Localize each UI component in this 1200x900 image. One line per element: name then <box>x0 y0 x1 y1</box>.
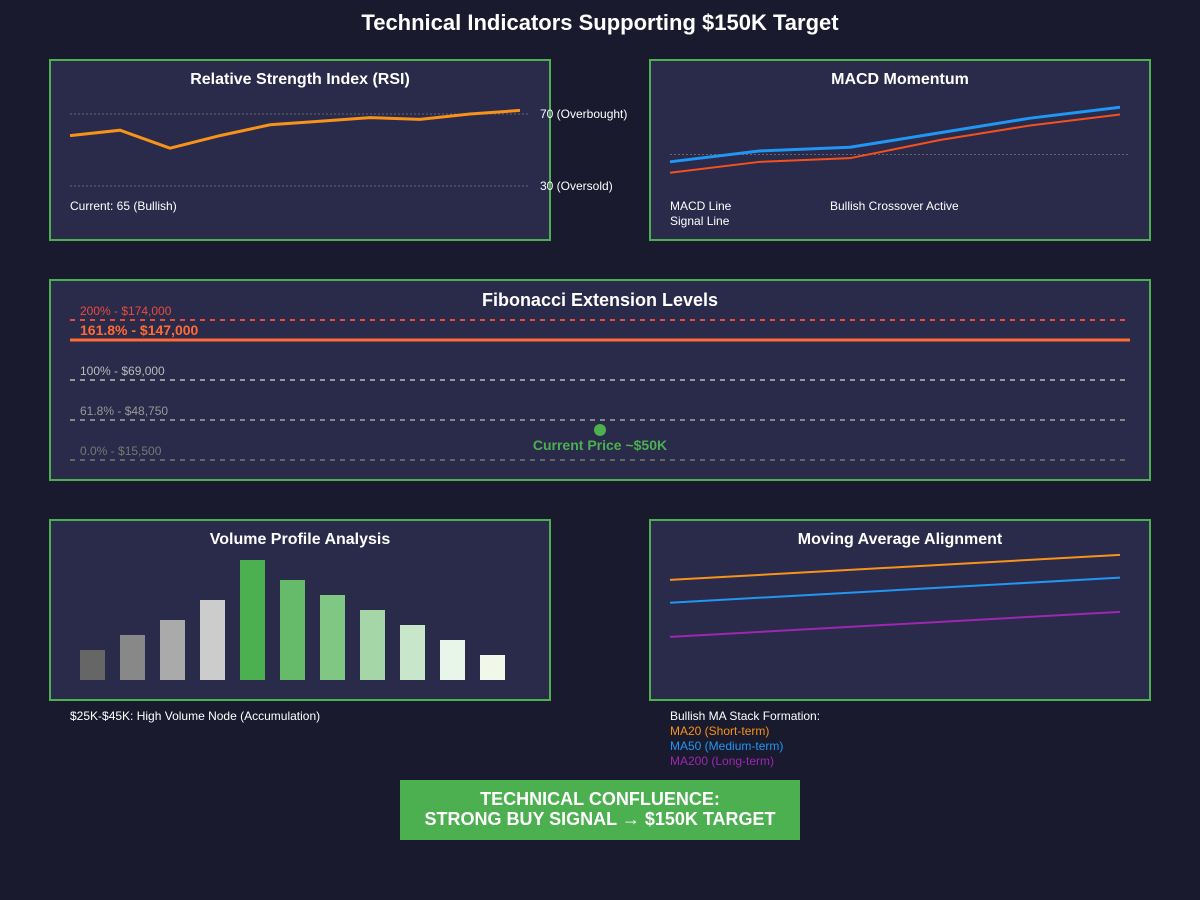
ma200-line <box>669 610 1121 638</box>
banner-line-2: STRONG BUY SIGNAL → $150K TARGET <box>424 809 776 829</box>
volume-bar <box>280 580 305 680</box>
rsi-panel: Relative Strength Index (RSI) Current: 6… <box>49 59 551 241</box>
rsi-oversold-label: 30 (Oversold) <box>540 179 613 193</box>
volume-bar <box>200 600 225 680</box>
volume-bar <box>120 635 145 680</box>
volume-bar <box>360 610 385 680</box>
macd-line-legend: MACD Line <box>670 199 732 213</box>
fibonacci-title: Fibonacci Extension Levels <box>481 290 719 310</box>
volume-note: $25K-$45K: High Volume Node (Accumulatio… <box>70 709 321 723</box>
macd-title: MACD Momentum <box>831 71 969 88</box>
ma50-legend: MA50 (Medium-term) <box>670 739 784 753</box>
volume-bar <box>160 620 185 680</box>
current-price-label: Current Price ~$50K <box>533 437 667 453</box>
banner-line-1: TECHNICAL CONFLUENCE: <box>480 789 720 809</box>
ma50-line <box>669 576 1121 604</box>
macd-crossover-label: Bullish Crossover Active <box>830 199 959 213</box>
rsi-current-label: Current: 65 (Bullish) <box>70 199 177 213</box>
volume-bar <box>440 640 465 680</box>
fib-level-label: 0.0% - $15,500 <box>80 444 162 458</box>
ma20-legend: MA20 (Short-term) <box>670 724 770 738</box>
macd-panel: MACD Momentum MACD Line Signal Line Bull… <box>649 59 1151 241</box>
fib-level-label: 161.8% - $147,000 <box>80 322 199 338</box>
volume-bar <box>80 650 105 680</box>
rsi-series-line <box>69 108 521 150</box>
page-title: Technical Indicators Supporting $150K Ta… <box>361 10 839 35</box>
rsi-title: Relative Strength Index (RSI) <box>190 71 410 88</box>
signal-line-legend: Signal Line <box>670 214 730 228</box>
volume-bar <box>400 625 425 680</box>
ma20-line <box>669 553 1121 581</box>
ma-title: Moving Average Alignment <box>797 531 1003 548</box>
ma-stack-title: Bullish MA Stack Formation: <box>670 709 821 723</box>
volume-bar <box>320 595 345 680</box>
confluence-banner: TECHNICAL CONFLUENCE: STRONG BUY SIGNAL … <box>400 780 800 840</box>
ma-panel: Moving Average Alignment <box>649 519 1151 701</box>
volume-bar <box>480 655 505 680</box>
current-price-marker <box>594 424 606 436</box>
ma200-legend: MA200 (Long-term) <box>670 754 775 768</box>
fib-level-label: 200% - $174,000 <box>80 304 172 318</box>
volume-title: Volume Profile Analysis <box>209 531 391 548</box>
fib-level-label: 61.8% - $48,750 <box>80 404 168 418</box>
signal-series-line <box>669 113 1121 174</box>
macd-series-line <box>669 105 1121 164</box>
rsi-overbought-label: 70 (Overbought) <box>540 107 628 121</box>
volume-bar <box>240 560 265 680</box>
fib-level-label: 100% - $69,000 <box>80 364 165 378</box>
